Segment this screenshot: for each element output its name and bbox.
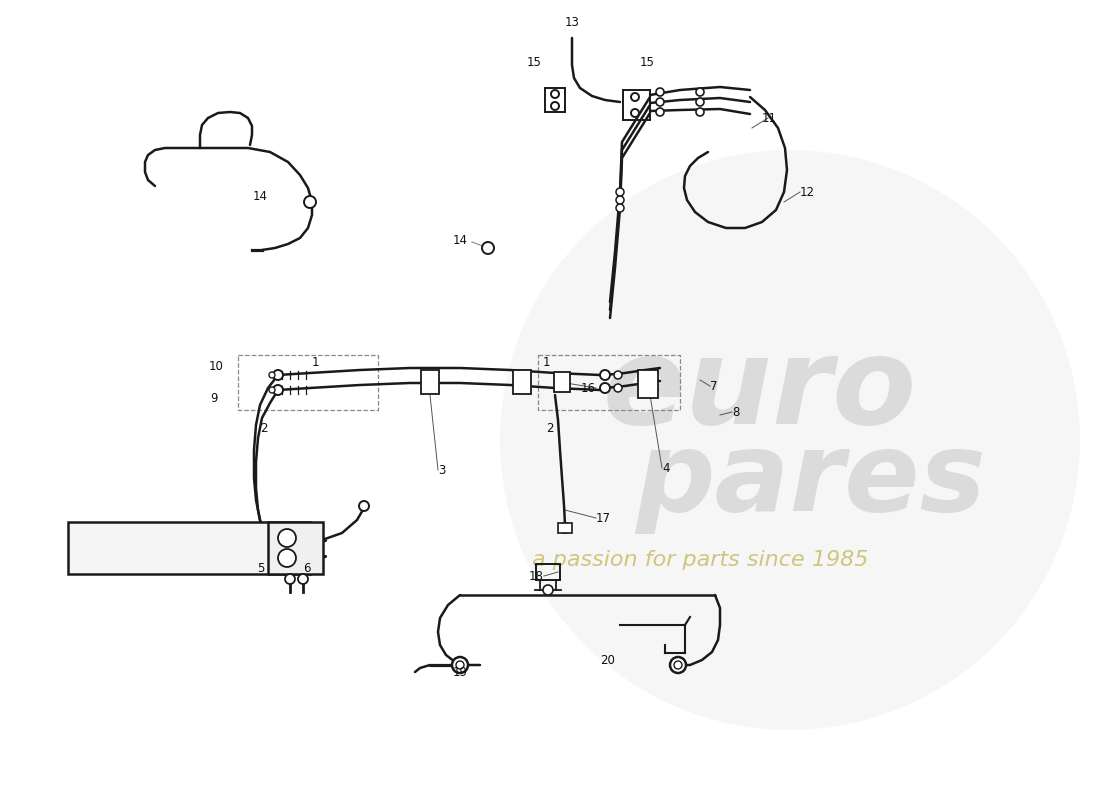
Circle shape	[614, 371, 622, 379]
Circle shape	[674, 661, 682, 669]
Text: 18: 18	[529, 570, 544, 582]
Circle shape	[270, 372, 275, 378]
Text: 7: 7	[710, 379, 717, 393]
Text: 12: 12	[800, 186, 815, 198]
Text: 13: 13	[564, 15, 580, 29]
Circle shape	[616, 204, 624, 212]
Circle shape	[656, 108, 664, 116]
Text: 15: 15	[640, 55, 654, 69]
Circle shape	[656, 88, 664, 96]
Circle shape	[273, 370, 283, 380]
Circle shape	[696, 98, 704, 106]
Circle shape	[616, 196, 624, 204]
Text: 9: 9	[210, 391, 218, 405]
Circle shape	[551, 102, 559, 110]
Text: 14: 14	[253, 190, 268, 202]
Circle shape	[551, 90, 559, 98]
Bar	[267, 522, 322, 574]
Bar	[558, 523, 572, 533]
Circle shape	[600, 370, 610, 380]
Circle shape	[696, 108, 704, 116]
Text: 16: 16	[581, 382, 596, 394]
Circle shape	[696, 88, 704, 96]
Bar	[638, 370, 658, 398]
Circle shape	[304, 196, 316, 208]
Circle shape	[285, 574, 295, 584]
Circle shape	[656, 98, 664, 106]
Text: 6: 6	[302, 562, 310, 574]
Text: 17: 17	[596, 511, 611, 525]
Text: a passion for parts since 1985: a passion for parts since 1985	[531, 550, 868, 570]
Circle shape	[500, 150, 1080, 730]
Bar	[554, 372, 570, 392]
Text: 4: 4	[662, 462, 670, 474]
Circle shape	[359, 501, 369, 511]
Text: 8: 8	[732, 406, 739, 418]
Text: 2: 2	[547, 422, 554, 434]
Circle shape	[543, 585, 553, 595]
Text: 10: 10	[209, 359, 224, 373]
Text: 2: 2	[261, 422, 268, 434]
Text: euro: euro	[603, 331, 917, 449]
Circle shape	[278, 549, 296, 567]
Text: 5: 5	[257, 562, 265, 574]
Circle shape	[452, 657, 468, 673]
Circle shape	[456, 661, 464, 669]
Text: pares: pares	[635, 426, 986, 534]
Text: 3: 3	[438, 463, 446, 477]
Text: 11: 11	[762, 111, 777, 125]
Bar	[421, 370, 439, 394]
Circle shape	[270, 387, 275, 393]
Circle shape	[273, 385, 283, 395]
Circle shape	[298, 574, 308, 584]
Circle shape	[631, 93, 639, 101]
Text: 20: 20	[600, 654, 615, 666]
Circle shape	[631, 109, 639, 117]
Text: 19: 19	[453, 666, 468, 679]
Circle shape	[560, 523, 570, 533]
Circle shape	[600, 383, 610, 393]
Circle shape	[278, 529, 296, 547]
Circle shape	[482, 242, 494, 254]
Text: 1: 1	[312, 355, 319, 369]
Circle shape	[616, 188, 624, 196]
Text: 15: 15	[527, 55, 542, 69]
Circle shape	[614, 384, 622, 392]
Circle shape	[670, 657, 686, 673]
Text: 14: 14	[453, 234, 468, 246]
Text: 1: 1	[542, 355, 550, 369]
Bar	[513, 370, 531, 394]
Bar	[68, 522, 310, 574]
